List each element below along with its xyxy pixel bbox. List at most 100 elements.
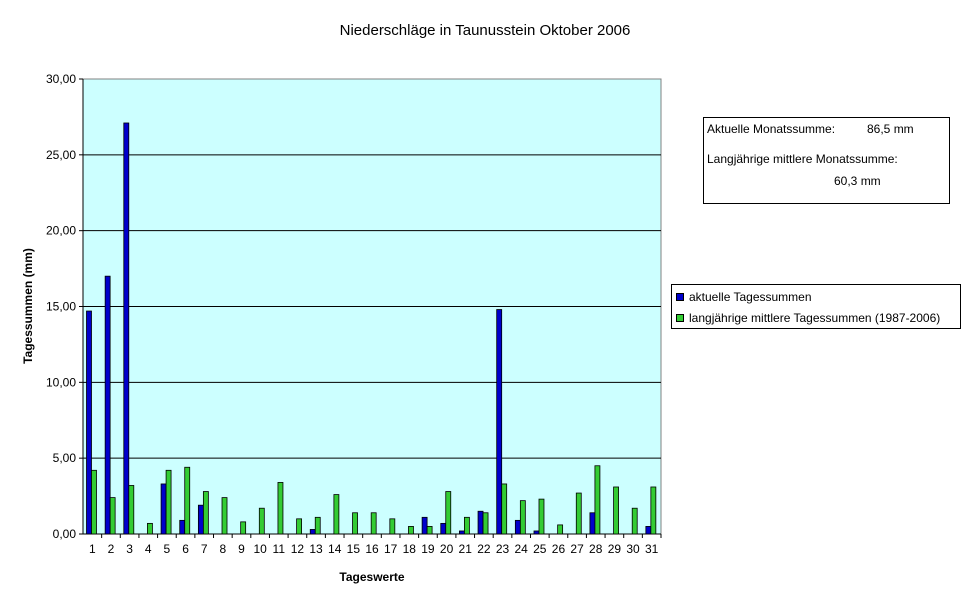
bar-longterm	[109, 497, 116, 535]
bar-longterm	[613, 486, 619, 535]
bar-current	[160, 483, 167, 535]
bar-longterm	[594, 465, 601, 535]
x-tick-label: 5	[164, 542, 171, 556]
bar-current	[123, 122, 130, 535]
x-tick-label: 26	[552, 542, 566, 556]
bar-longterm	[650, 486, 657, 535]
longterm-month-sum-value: 60,3 mm	[834, 174, 881, 188]
y-tick-label: 20,00	[46, 224, 76, 238]
x-tick-label: 7	[201, 542, 208, 556]
bar-longterm	[575, 492, 582, 535]
chart-legend: aktuelle Tagessummen langjährige mittler…	[671, 284, 961, 329]
bar-current	[440, 522, 447, 535]
legend-item-longterm: langjährige mittlere Tagessummen (1987-2…	[676, 311, 940, 325]
x-tick-label: 18	[403, 542, 417, 556]
x-tick-label: 22	[477, 542, 491, 556]
legend-label-current: aktuelle Tagessummen	[689, 290, 812, 304]
bar-current	[533, 530, 540, 535]
bar-longterm	[277, 482, 284, 535]
bar-current	[421, 516, 428, 535]
x-tick-label: 1	[89, 542, 96, 556]
chart-title: Niederschläge in Taunusstein Oktober 200…	[339, 22, 631, 39]
x-tick-label: 16	[365, 542, 379, 556]
x-tick-label: 11	[273, 542, 286, 556]
x-tick-label: 25	[533, 542, 547, 556]
x-tick-label: 20	[440, 542, 454, 556]
bar-longterm	[370, 512, 377, 535]
bar-longterm	[445, 491, 452, 535]
bar-longterm	[389, 518, 396, 535]
x-tick-label: 6	[182, 542, 189, 556]
x-tick-label: 4	[145, 542, 152, 556]
y-tick-label: 0,00	[53, 527, 77, 541]
x-tick-label: 2	[108, 542, 115, 556]
y-tick-label: 25,00	[46, 148, 76, 162]
bar-current	[589, 512, 596, 535]
bar-current	[514, 519, 521, 535]
bar-longterm	[314, 516, 321, 535]
x-tick-label: 29	[608, 542, 622, 556]
bar-longterm	[408, 526, 414, 535]
bar-longterm	[631, 507, 638, 535]
bar-longterm	[165, 469, 172, 535]
x-tick-label: 24	[514, 542, 528, 556]
bar-longterm	[519, 500, 526, 535]
legend-item-current: aktuelle Tagessummen	[676, 290, 812, 304]
bar-current	[309, 529, 316, 535]
bar-current	[645, 526, 652, 535]
x-tick-label: 9	[238, 542, 245, 556]
bar-longterm	[91, 469, 97, 535]
bar-longterm	[296, 518, 302, 535]
bar-longterm	[240, 521, 247, 535]
bar-longterm	[202, 491, 209, 535]
bar-current	[86, 310, 92, 535]
x-tick-label: 27	[570, 542, 584, 556]
legend-label-longterm: langjährige mittlere Tagessummen (1987-2…	[689, 311, 941, 325]
x-tick-label: 12	[291, 542, 305, 556]
x-axis-label: Tageswerte	[339, 570, 405, 584]
monthly-sum-infobox: Aktuelle Monatssumme: 86,5 mm Langjährig…	[703, 117, 950, 204]
bar-longterm	[426, 526, 433, 535]
legend-swatch-longterm	[676, 314, 684, 322]
x-tick-label: 14	[328, 542, 342, 556]
x-tick-label: 21	[459, 542, 473, 556]
x-tick-label: 28	[589, 542, 603, 556]
y-tick-label: 10,00	[46, 375, 76, 389]
bar-current	[104, 275, 111, 535]
bar-longterm	[501, 483, 508, 535]
x-tick-label: 8	[219, 542, 226, 556]
x-tick-label: 13	[309, 542, 323, 556]
bar-longterm	[464, 516, 470, 535]
bar-current	[179, 519, 186, 535]
x-tick-label: 17	[384, 542, 398, 556]
x-tick-label: 23	[496, 542, 510, 556]
bar-longterm	[258, 507, 265, 535]
bar-longterm	[557, 524, 564, 535]
bar-current	[496, 309, 503, 535]
bar-longterm	[128, 485, 135, 535]
y-tick-label: 30,00	[46, 72, 76, 86]
x-tick-label: 19	[421, 542, 435, 556]
bar-longterm	[352, 512, 358, 535]
bar-current	[459, 530, 465, 535]
current-month-sum-label: Aktuelle Monatssumme:	[707, 122, 836, 136]
x-tick-label: 15	[347, 542, 361, 556]
bar-longterm	[184, 466, 191, 535]
y-axis-label: Tagessummen (mm)	[21, 248, 35, 364]
bar-longterm	[147, 522, 153, 535]
bar-longterm	[482, 512, 489, 535]
current-month-sum-value: 86,5 mm	[867, 122, 914, 136]
longterm-month-sum-label: Langjährige mittlere Monatssumme:	[707, 152, 898, 166]
bar-longterm	[221, 497, 228, 535]
x-tick-label: 31	[645, 542, 659, 556]
legend-swatch-current	[676, 293, 684, 301]
y-tick-label: 15,00	[46, 300, 76, 314]
bar-longterm	[538, 498, 545, 535]
bar-current	[197, 504, 204, 535]
y-tick-label: 5,00	[53, 451, 77, 465]
bar-longterm	[333, 494, 340, 535]
bar-current	[477, 510, 484, 535]
x-tick-label: 3	[126, 542, 133, 556]
x-tick-label: 10	[253, 542, 267, 556]
